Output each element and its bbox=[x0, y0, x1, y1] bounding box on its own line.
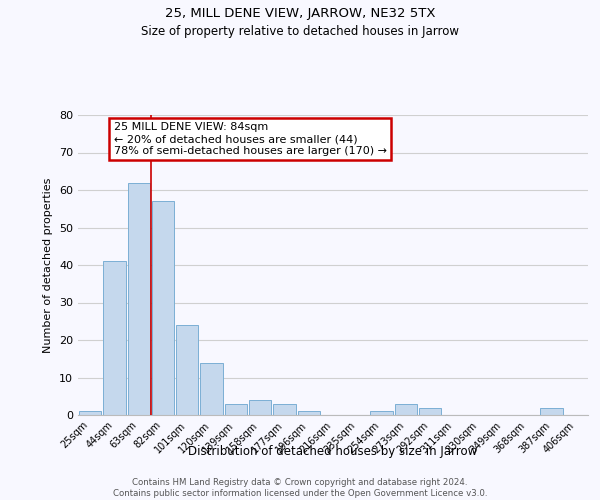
Text: Size of property relative to detached houses in Jarrow: Size of property relative to detached ho… bbox=[141, 25, 459, 38]
Bar bbox=[298, 411, 320, 415]
Bar bbox=[395, 404, 417, 415]
Bar bbox=[541, 408, 563, 415]
Y-axis label: Number of detached properties: Number of detached properties bbox=[43, 178, 53, 352]
Bar bbox=[79, 411, 101, 415]
Text: Distribution of detached houses by size in Jarrow: Distribution of detached houses by size … bbox=[188, 444, 478, 458]
Bar bbox=[128, 182, 150, 415]
Bar bbox=[152, 201, 174, 415]
Text: 25, MILL DENE VIEW, JARROW, NE32 5TX: 25, MILL DENE VIEW, JARROW, NE32 5TX bbox=[165, 8, 435, 20]
Bar bbox=[224, 404, 247, 415]
Text: Contains HM Land Registry data © Crown copyright and database right 2024.
Contai: Contains HM Land Registry data © Crown c… bbox=[113, 478, 487, 498]
Bar bbox=[249, 400, 271, 415]
Bar bbox=[370, 411, 393, 415]
Bar bbox=[176, 325, 199, 415]
Bar bbox=[200, 362, 223, 415]
Bar bbox=[273, 404, 296, 415]
Text: 25 MILL DENE VIEW: 84sqm
← 20% of detached houses are smaller (44)
78% of semi-d: 25 MILL DENE VIEW: 84sqm ← 20% of detach… bbox=[114, 122, 387, 156]
Bar bbox=[103, 261, 125, 415]
Bar bbox=[419, 408, 442, 415]
